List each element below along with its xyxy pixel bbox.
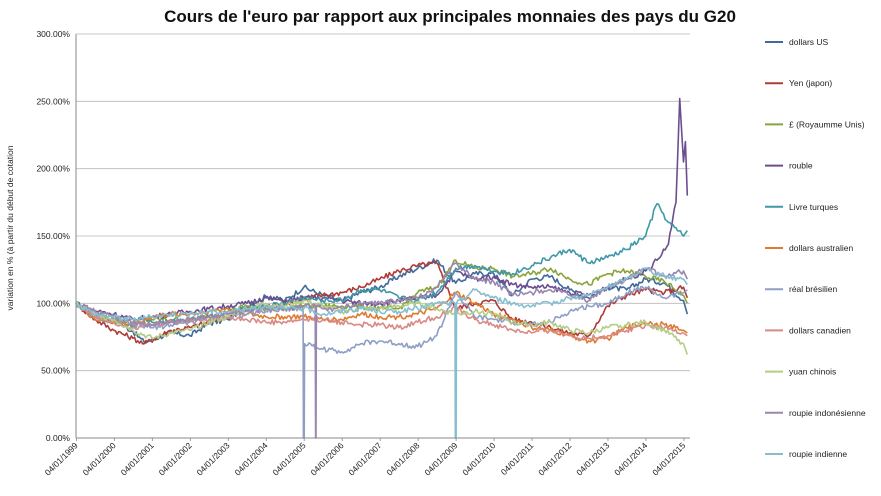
chart-title: Cours de l'euro par rapport aux principa… xyxy=(164,7,736,26)
x-tick-label: 04/01/2000 xyxy=(81,440,118,477)
legend-label: roupie indonésienne xyxy=(789,408,866,418)
y-tick-label: 0.00% xyxy=(46,433,71,443)
y-axis-label: variation en % (à partir du début de cot… xyxy=(5,145,15,310)
x-tick-label: 04/01/2001 xyxy=(119,440,156,477)
x-tick-label: 04/01/2012 xyxy=(536,440,573,477)
legend-label: rouble xyxy=(789,161,813,171)
x-tick-label: 04/01/2008 xyxy=(384,440,421,477)
y-tick-label: 250.00% xyxy=(36,96,70,106)
series-line-6 xyxy=(75,290,688,344)
legend-label: Yen (japon) xyxy=(789,78,832,88)
x-axis-ticks: 04/01/1999 04/01/2000 04/01/2001 04/01/2002… xyxy=(43,438,688,477)
legend-label: dollars canadien xyxy=(789,325,851,335)
x-tick-label: 04/01/2009 xyxy=(422,440,459,477)
x-tick-label: 04/01/2011 xyxy=(499,440,536,477)
x-tick-label: 04/01/2010 xyxy=(460,440,497,477)
y-axis-ticks: 0.00% 50.00% 100.00% 150.00% 200.00% 250.00% 3… xyxy=(36,29,70,443)
legend-label: £ (Royaumme Unis) xyxy=(789,119,865,129)
series-line-7 xyxy=(75,285,688,439)
x-tick-label: 04/01/2015 xyxy=(650,440,687,477)
x-tick-label: 04/01/2004 xyxy=(232,440,269,477)
x-tick-label: 04/01/2013 xyxy=(574,440,611,477)
series-line-11 xyxy=(75,267,688,439)
legend: dollars US Yen (japon) £ (Royaumme Unis) ro… xyxy=(765,37,866,459)
y-tick-label: 300.00% xyxy=(36,29,70,39)
x-tick-label: 04/01/2014 xyxy=(612,440,649,477)
y-tick-label: 100.00% xyxy=(36,298,70,308)
x-tick-label: 04/01/2007 xyxy=(346,440,383,477)
series-line-10 xyxy=(75,262,689,439)
x-tick-label: 04/01/2006 xyxy=(308,440,345,477)
legend-label: dollars US xyxy=(789,37,829,47)
legend-label: roupie indienne xyxy=(789,449,847,459)
series-line-4 xyxy=(75,97,689,323)
legend-label: dollars australien xyxy=(789,243,854,253)
y-tick-label: 200.00% xyxy=(36,164,70,174)
x-tick-label: 04/01/2005 xyxy=(270,440,307,477)
x-tick-label: 04/01/2002 xyxy=(157,440,194,477)
x-tick-label: 04/01/1999 xyxy=(43,440,80,477)
legend-label: yuan chinois xyxy=(789,367,836,377)
legend-label: Livre turques xyxy=(789,202,838,212)
series-line-8 xyxy=(75,302,688,341)
gridlines xyxy=(76,33,690,372)
x-tick-label: 04/01/2003 xyxy=(195,440,232,477)
series-line-9 xyxy=(75,299,689,355)
y-tick-label: 150.00% xyxy=(36,231,70,241)
y-tick-label: 50.00% xyxy=(41,366,70,376)
series-group xyxy=(75,97,689,439)
legend-label: réal brésilien xyxy=(789,284,837,294)
